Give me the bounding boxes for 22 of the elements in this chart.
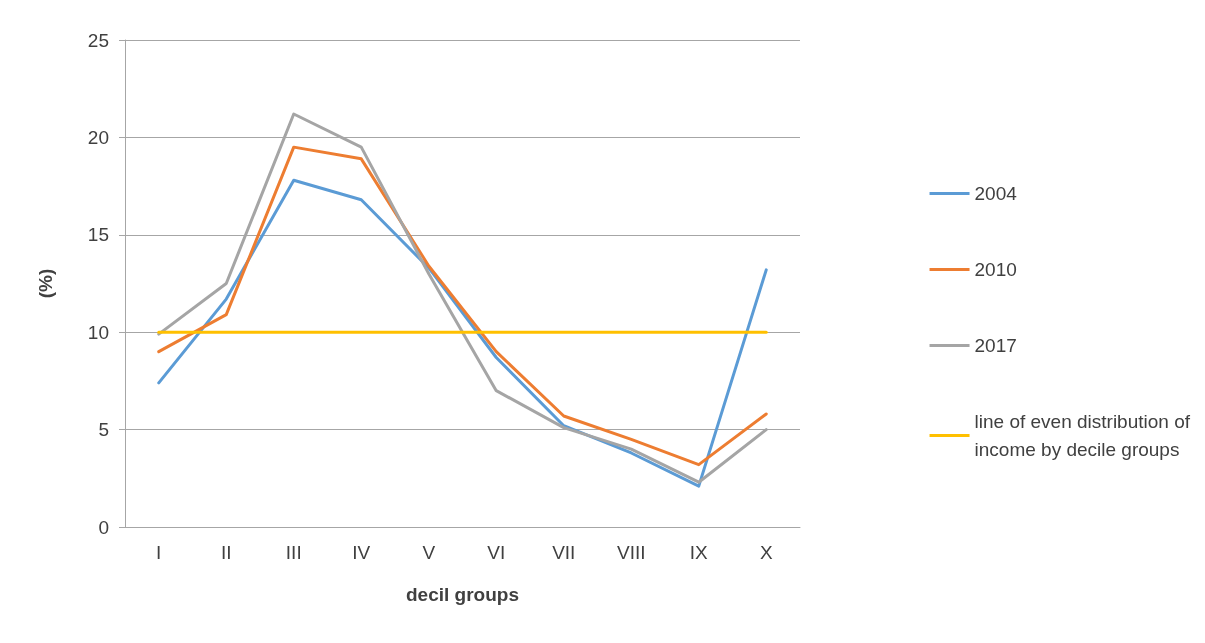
legend-label: 2010	[974, 259, 1017, 280]
legend-label: line of even distribution of income by decile groups	[974, 411, 1191, 460]
x-tick-label: V	[422, 542, 436, 563]
legend-label: 2004	[974, 183, 1018, 204]
x-tick-label: VIII	[616, 542, 646, 563]
x-tick-label: VII	[552, 542, 576, 563]
x-tick-label: III	[285, 542, 302, 563]
x-tick-label: II	[220, 542, 232, 563]
y-tick-label: 10	[87, 321, 109, 343]
y-tick-label: 5	[98, 419, 109, 441]
legend-label: 2017	[974, 335, 1017, 356]
x-axis-title: decil groups	[406, 584, 519, 605]
x-tick-label: X	[759, 542, 773, 563]
x-tick-label: VI	[487, 542, 506, 563]
x-tick-label: IV	[352, 542, 371, 563]
y-axis-title: (%)	[35, 268, 56, 299]
y-tick-label: 0	[98, 516, 109, 538]
x-tick-label: IX	[689, 542, 709, 563]
y-tick-label: 20	[87, 126, 109, 148]
y-tick-label: 15	[87, 224, 109, 246]
y-tick-label: 25	[87, 29, 109, 51]
x-tick-label: I	[156, 542, 162, 563]
